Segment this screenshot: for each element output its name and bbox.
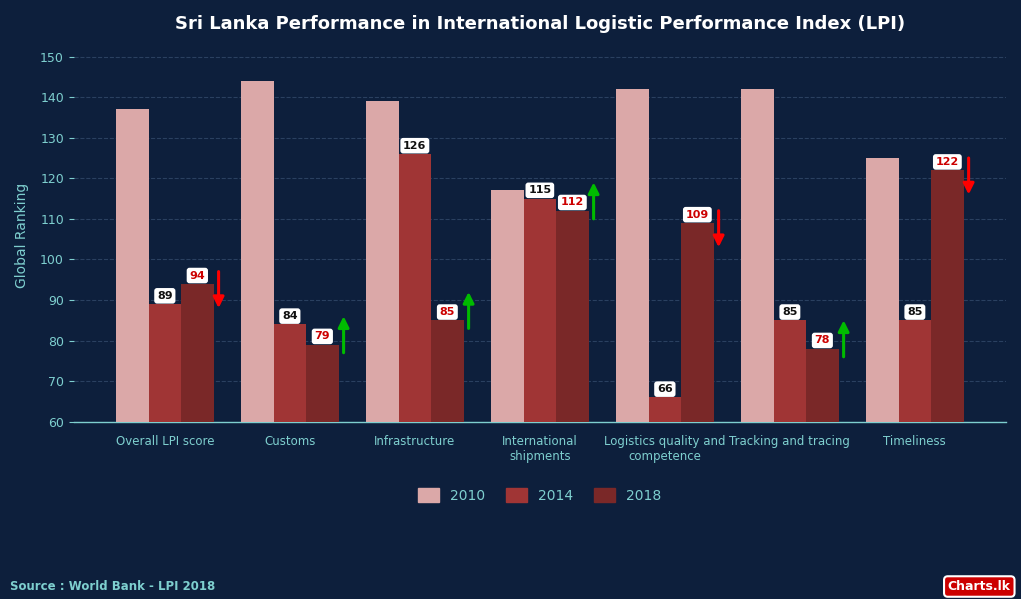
Text: 85: 85 — [782, 307, 797, 317]
Text: 94: 94 — [190, 271, 205, 280]
Legend: 2010, 2014, 2018: 2010, 2014, 2018 — [412, 482, 667, 508]
Text: 122: 122 — [936, 157, 959, 167]
Text: 89: 89 — [157, 291, 173, 301]
Bar — [491, 190, 524, 422]
Bar — [898, 320, 931, 422]
Text: 115: 115 — [528, 185, 551, 195]
Bar — [556, 211, 588, 422]
Text: 85: 85 — [440, 307, 455, 317]
Text: 66: 66 — [657, 384, 673, 394]
Bar — [807, 349, 838, 422]
Bar — [149, 304, 181, 422]
Bar — [241, 81, 274, 422]
Bar — [367, 101, 398, 422]
Title: Sri Lanka Performance in International Logistic Performance Index (LPI): Sri Lanka Performance in International L… — [175, 15, 905, 33]
Text: 109: 109 — [686, 210, 709, 220]
Bar — [181, 284, 213, 422]
Text: 79: 79 — [314, 331, 330, 341]
Bar — [524, 199, 556, 422]
Bar — [931, 170, 964, 422]
Text: 112: 112 — [561, 198, 584, 207]
Text: Source : World Bank - LPI 2018: Source : World Bank - LPI 2018 — [10, 580, 215, 593]
Bar — [616, 89, 648, 422]
Bar — [306, 344, 339, 422]
Bar — [866, 158, 898, 422]
Text: 126: 126 — [403, 141, 427, 151]
Text: 78: 78 — [815, 335, 830, 346]
Bar — [741, 89, 774, 422]
Bar — [431, 320, 464, 422]
Text: 84: 84 — [282, 311, 298, 321]
Bar — [774, 320, 807, 422]
Text: Charts.lk: Charts.lk — [947, 580, 1011, 593]
Y-axis label: Global Ranking: Global Ranking — [15, 183, 29, 288]
Bar — [116, 109, 149, 422]
Text: 85: 85 — [908, 307, 923, 317]
Bar — [274, 324, 306, 422]
Bar — [398, 154, 431, 422]
Bar — [681, 223, 714, 422]
Bar — [648, 397, 681, 422]
